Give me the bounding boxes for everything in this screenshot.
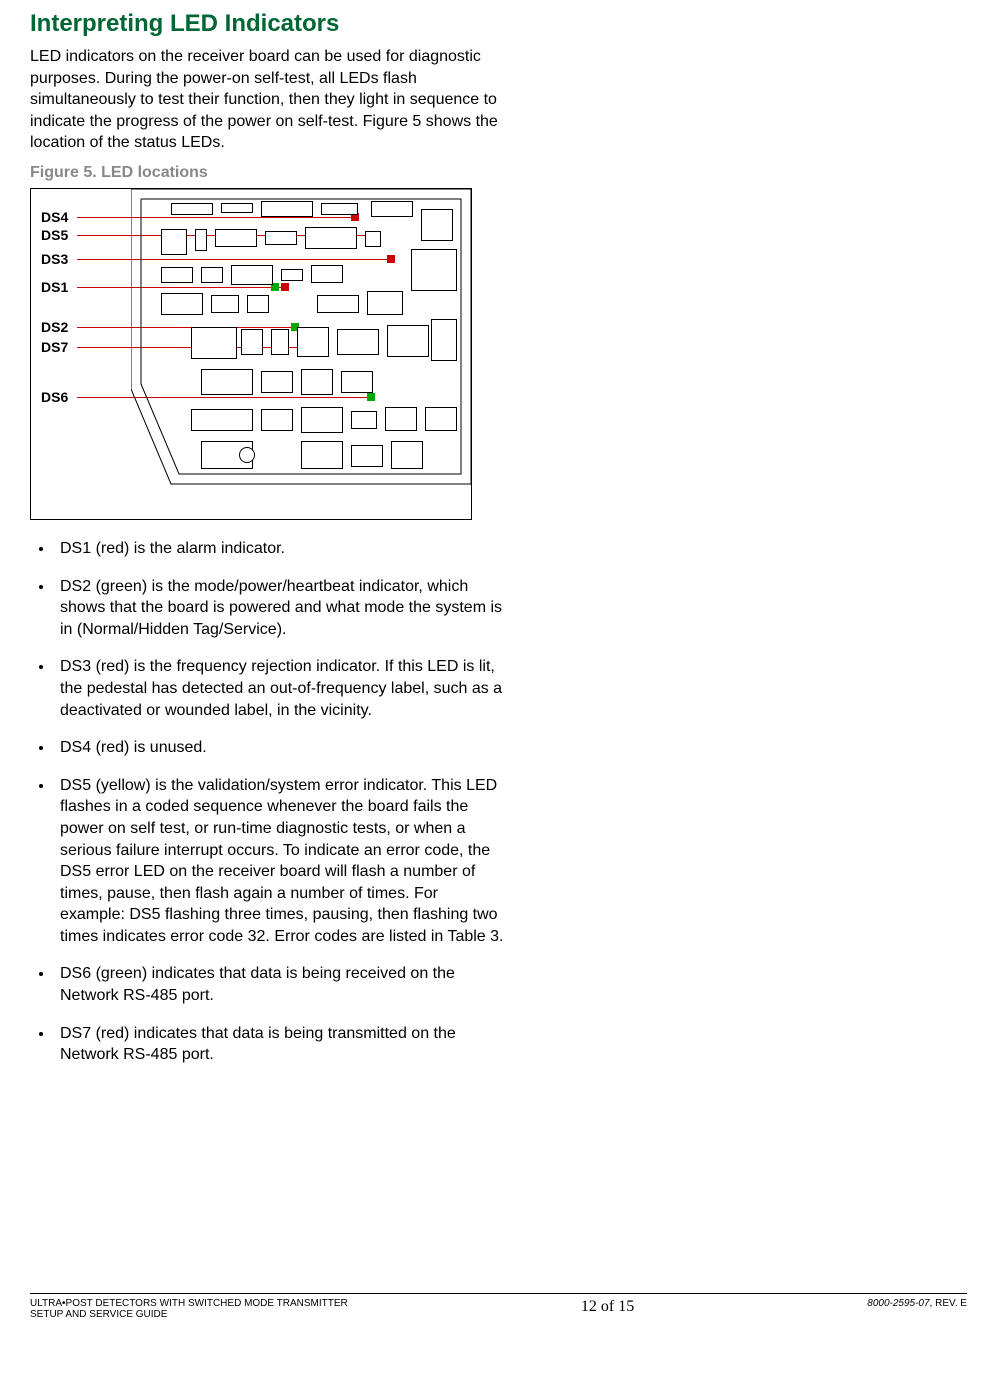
list-item: DS5 (yellow) is the validation/system er… xyxy=(54,775,504,948)
footer-doc-number: 8000-2595-07 xyxy=(867,1298,929,1309)
intro-paragraph: LED indicators on the receiver board can… xyxy=(30,46,500,154)
list-item: DS7 (red) indicates that data is being t… xyxy=(54,1023,504,1066)
footer-left: ULTRA•POST DETECTORS WITH SWITCHED MODE … xyxy=(30,1298,348,1320)
pcb-diagram xyxy=(131,189,472,489)
led-label-ds6: DS6 xyxy=(41,389,68,405)
figure-caption: Figure 5. LED locations xyxy=(30,164,500,182)
footer-right: 8000-2595-07, REV. E xyxy=(867,1298,967,1309)
led-label-ds3: DS3 xyxy=(41,251,68,267)
figure-led-locations: DS4 DS5 DS3 DS1 DS2 DS7 DS6 xyxy=(30,188,472,520)
section-heading: Interpreting LED Indicators xyxy=(30,10,500,38)
led-description-list: DS1 (red) is the alarm indicator. DS2 (g… xyxy=(30,538,504,1066)
list-item: DS3 (red) is the frequency rejection ind… xyxy=(54,656,504,721)
list-item: DS1 (red) is the alarm indicator. xyxy=(54,538,504,560)
led-label-ds7: DS7 xyxy=(41,339,68,355)
footer-doc-subtitle: SETUP AND SERVICE GUIDE xyxy=(30,1309,348,1320)
led-label-ds5: DS5 xyxy=(41,227,68,243)
footer-rev: , REV. E xyxy=(930,1298,967,1309)
list-item: DS6 (green) indicates that data is being… xyxy=(54,963,504,1006)
list-item: DS2 (green) is the mode/power/heartbeat … xyxy=(54,576,504,641)
list-item: DS4 (red) is unused. xyxy=(54,737,504,759)
footer-doc-title: ULTRA•POST DETECTORS WITH SWITCHED MODE … xyxy=(30,1298,348,1309)
led-label-ds2: DS2 xyxy=(41,319,68,335)
led-label-ds1: DS1 xyxy=(41,279,68,295)
led-label-ds4: DS4 xyxy=(41,209,68,225)
footer-page-number: 12 of 15 xyxy=(581,1298,634,1316)
page-footer: ULTRA•POST DETECTORS WITH SWITCHED MODE … xyxy=(30,1293,967,1320)
